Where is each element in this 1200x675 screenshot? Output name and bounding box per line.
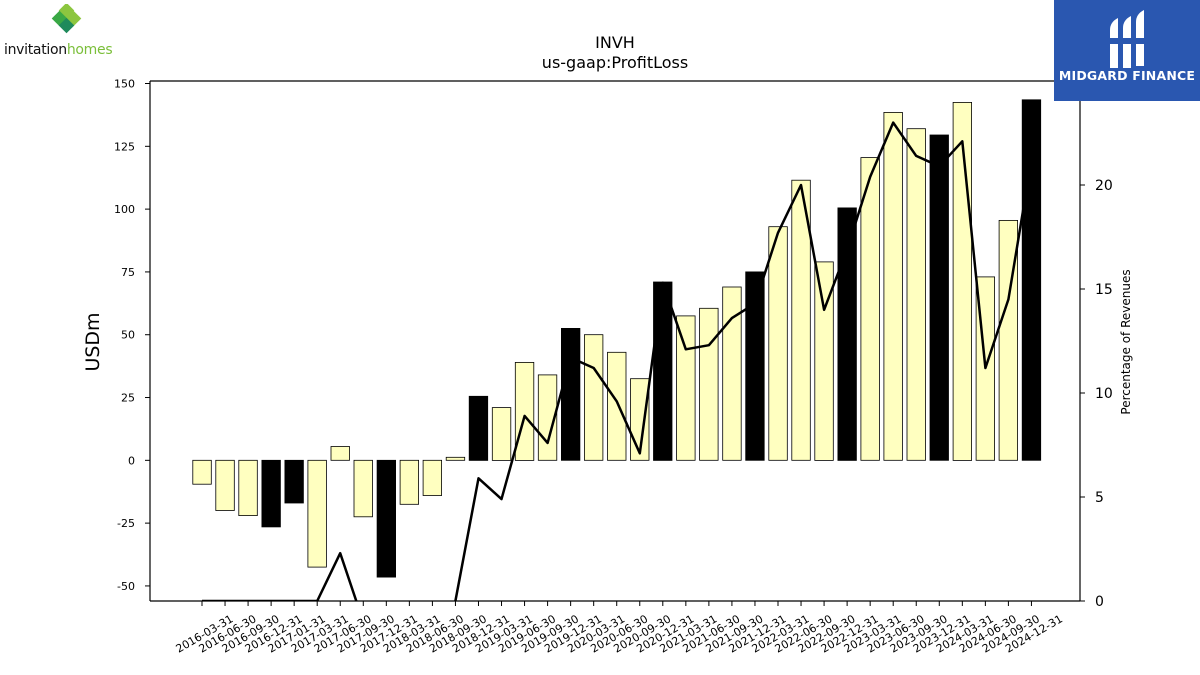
bar-2022-09-30 — [814, 261, 834, 461]
bar-2023-06-30 — [883, 112, 903, 461]
y-tick-label-50: 50 — [121, 329, 135, 342]
bars-layer — [192, 99, 1042, 578]
bar-2019-06-30 — [514, 361, 535, 461]
bar-2024-09-30 — [998, 219, 1018, 461]
bar-2020-06-30 — [607, 351, 627, 461]
bar-2016-03-31 — [192, 459, 212, 485]
bar-2017-12-31 — [376, 459, 397, 578]
y-tick-label--25: -25 — [117, 517, 135, 530]
y2-tick-label-15: 15 — [1095, 282, 1113, 298]
y-tick-label-100: 100 — [114, 203, 135, 216]
bar-2022-12-31 — [837, 207, 857, 461]
bar-2017-03-31 — [307, 459, 327, 568]
y2-tick-label-20: 20 — [1095, 178, 1113, 194]
y2-axis-label: Percentage of Revenues — [1119, 269, 1133, 414]
bar-2016-06-30 — [215, 459, 235, 511]
y-axis-label: USDm — [82, 312, 104, 371]
bar-2016-12-31 — [261, 459, 281, 528]
revenue-percentage-line — [202, 121, 1033, 601]
bar-2022-06-30 — [791, 179, 811, 461]
y-tick-label--50: -50 — [117, 580, 135, 593]
chart-subtitle: us-gaap:ProfitLoss — [542, 53, 688, 72]
bar-2018-06-30 — [422, 459, 443, 496]
y-tick-label-75: 75 — [121, 266, 135, 279]
bar-2017-06-30 — [330, 446, 350, 461]
wordmark-part2: homes — [66, 42, 113, 58]
y2-tick-label-0: 0 — [1095, 594, 1104, 610]
bar-2020-12-31 — [653, 281, 673, 461]
bar-2024-03-31 — [952, 102, 972, 461]
bar-2017-01-31 — [284, 459, 304, 504]
bar-2017-09-30 — [353, 459, 373, 518]
bar-2018-03-31 — [399, 459, 420, 505]
line-layer — [202, 121, 1033, 601]
y-tick-label-0: 0 — [128, 454, 135, 467]
bar-2016-09-30 — [238, 459, 258, 516]
chart-title: INVH — [595, 33, 635, 52]
y2-tick-label-10: 10 — [1095, 386, 1113, 402]
y2-tick-label-5: 5 — [1095, 490, 1104, 506]
midgard-finance-logo-icon — [1108, 10, 1146, 68]
bar-2022-03-31 — [768, 226, 788, 461]
bar-2023-09-30 — [906, 128, 926, 461]
bar-2021-03-31 — [676, 315, 696, 461]
bar-2023-12-31 — [929, 134, 949, 461]
bar-2021-09-30 — [722, 286, 742, 461]
bar-2018-12-31 — [468, 395, 489, 461]
midgard-finance-wordmark: MIDGARD FINANCE — [1058, 68, 1196, 83]
bar-2020-03-31 — [584, 334, 604, 461]
axes-layer: -50-250255075100125150051015202016-03-31… — [114, 78, 1113, 656]
bar-2019-12-31 — [561, 327, 581, 461]
y-tick-label-125: 125 — [114, 140, 135, 153]
bar-2019-03-31 — [491, 407, 512, 461]
bar-2021-06-30 — [699, 307, 719, 461]
invitation-homes-logo: invitationhomes — [4, 4, 134, 64]
bar-2023-03-31 — [860, 157, 880, 461]
wordmark-part1: invitation — [4, 42, 67, 58]
y-tick-label-150: 150 — [114, 78, 135, 91]
bar-2018-09-30 — [445, 456, 466, 461]
midgard-finance-logo: MIDGARD FINANCE — [1054, 0, 1200, 101]
bar-2024-12-31 — [1021, 99, 1042, 461]
invitation-homes-logo-icon — [51, 4, 82, 34]
invitation-homes-wordmark: invitationhomes — [4, 42, 113, 58]
bar-2021-12-31 — [745, 271, 765, 461]
y-tick-label-25: 25 — [121, 392, 135, 405]
